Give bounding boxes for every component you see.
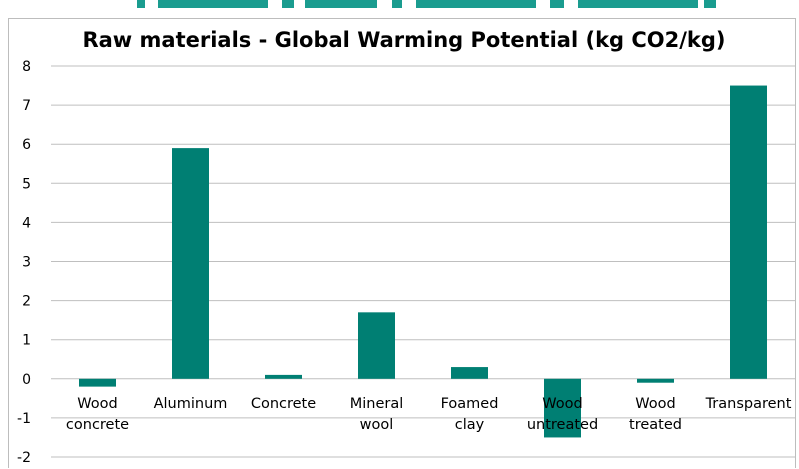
clipped-header-text (0, 0, 799, 10)
y-tick-label: 4 (22, 215, 31, 231)
bar (265, 374, 302, 379)
x-category-label: wool (360, 417, 394, 433)
x-category-label: Concrete (251, 396, 316, 412)
y-tick-label: 3 (22, 255, 31, 271)
x-category-label: Wood (77, 396, 117, 412)
bar (730, 85, 767, 379)
bars (79, 85, 767, 438)
x-category-label: Wood (635, 396, 675, 412)
y-tick-label: 0 (22, 372, 31, 388)
x-category-label: Wood (542, 396, 582, 412)
bar (637, 378, 674, 383)
bar (358, 312, 395, 379)
y-tick-label: 8 (22, 59, 31, 75)
y-tick-label: 1 (22, 333, 31, 349)
y-axis-tick-labels: 8 7 6 5 4 3 2 1 0 -1 -2 (17, 59, 31, 466)
x-category-label: treated (629, 417, 682, 433)
clipped-header-strokes (137, 0, 716, 8)
x-category-label: clay (455, 417, 485, 433)
x-category-label: untreated (527, 417, 598, 433)
x-category-label: Mineral (350, 396, 404, 412)
x-category-label: Foamed (441, 396, 499, 412)
x-category-label: concrete (66, 417, 129, 433)
y-tick-label: 7 (22, 98, 31, 114)
chart-area: Raw materials - Global Warming Potential… (8, 18, 796, 468)
bar (172, 148, 209, 379)
bar (79, 378, 116, 387)
y-tick-label: 6 (22, 137, 31, 153)
bar (451, 367, 488, 379)
x-category-label: Aluminum (154, 396, 228, 412)
y-tick-label: 2 (22, 294, 31, 310)
bar (544, 378, 581, 438)
y-tick-label: -2 (17, 450, 31, 466)
chart-title: Raw materials - Global Warming Potential… (82, 28, 725, 52)
x-axis-category-labels: Wood concrete Aluminum Concrete Mineral wool F… (66, 396, 792, 433)
chart-svg: Raw materials - Global Warming Potential… (17, 28, 795, 466)
y-tick-label: -1 (17, 411, 31, 427)
y-tick-label: 5 (22, 176, 31, 192)
x-category-label: Transparent (705, 396, 792, 412)
